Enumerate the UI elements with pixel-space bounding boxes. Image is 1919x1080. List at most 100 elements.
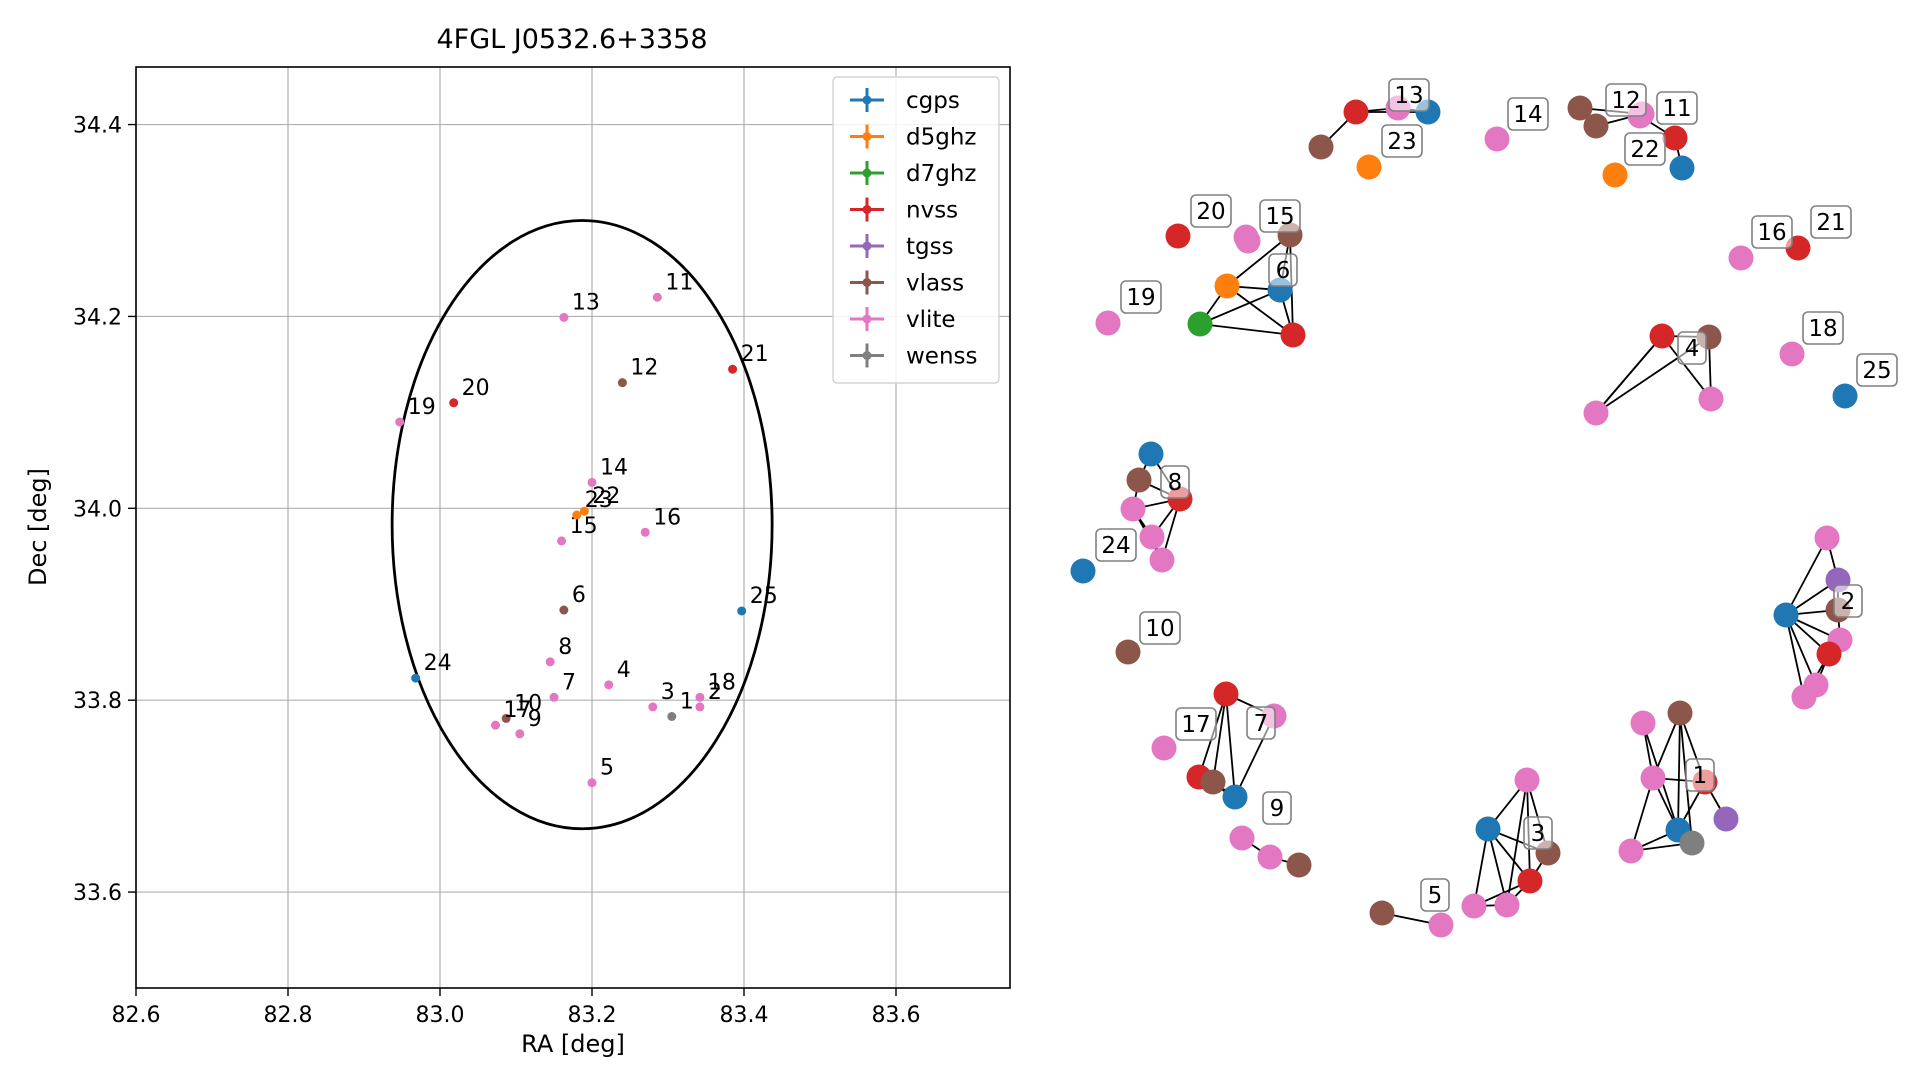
network-node xyxy=(1343,99,1369,125)
network-edge xyxy=(1677,712,1681,831)
network-label-box xyxy=(1685,758,1715,792)
legend-entry: d5ghz xyxy=(906,125,976,151)
source-point xyxy=(737,606,747,616)
legend: cgps d5ghz d7ghz nvss tgss vlass vlite wenss xyxy=(832,76,1000,384)
source-point-label: 7 xyxy=(562,670,576,695)
legend-entry: cgps xyxy=(906,88,960,114)
y-tick-label: 34.2 xyxy=(73,305,122,330)
network-node xyxy=(1679,830,1705,856)
source-point-label: 13 xyxy=(572,290,600,315)
network-edge xyxy=(1225,693,1236,798)
network-cluster-label: 25 xyxy=(1862,358,1891,384)
x-tick-label: 83.0 xyxy=(416,1003,465,1028)
network-node xyxy=(1149,547,1175,573)
legend-marker-dot xyxy=(862,278,872,287)
network-label-box xyxy=(1388,78,1430,112)
source-point-label: 6 xyxy=(572,583,586,608)
network-node xyxy=(1461,893,1487,919)
network-edge xyxy=(1785,614,1817,686)
x-tick-label: 83.2 xyxy=(568,1003,617,1028)
network-label-box xyxy=(1605,83,1647,117)
network-cluster-label: 10 xyxy=(1145,616,1174,642)
source-point-label: 11 xyxy=(665,270,693,295)
network-cluster-label: 13 xyxy=(1394,83,1423,109)
network-node xyxy=(1222,784,1248,810)
network-node xyxy=(1583,113,1609,139)
network-node xyxy=(1356,154,1382,180)
network-node xyxy=(1514,767,1540,793)
legend-entry: tgss xyxy=(906,234,954,260)
network-cluster-label: 21 xyxy=(1816,210,1845,236)
plot-area-frame xyxy=(135,66,1011,989)
x-tick-label: 83.6 xyxy=(872,1003,921,1028)
network-cluster-label: 20 xyxy=(1196,199,1225,225)
network-cluster-label: 18 xyxy=(1808,316,1837,342)
network-node xyxy=(1235,228,1261,254)
network-edge xyxy=(1226,234,1291,287)
network-cluster-label: 14 xyxy=(1513,102,1542,128)
network-node xyxy=(1126,467,1152,493)
source-point-label: 20 xyxy=(462,376,490,401)
network-label-box xyxy=(1420,878,1450,912)
y-tick-label: 34.0 xyxy=(73,497,122,522)
source-point-label: 21 xyxy=(741,342,769,367)
network-cluster-label: 16 xyxy=(1757,220,1786,246)
network-node xyxy=(1213,681,1239,707)
network-label-box xyxy=(1246,706,1276,740)
network-label-box xyxy=(1802,311,1844,345)
network-edge xyxy=(1199,289,1281,325)
network-label-box xyxy=(1262,791,1292,825)
legend-marker-dot xyxy=(862,314,872,324)
legend-marker-dot xyxy=(862,351,872,360)
source-point xyxy=(490,720,500,730)
network-node xyxy=(1484,126,1510,152)
network-cluster-label: 9 xyxy=(1270,796,1285,822)
source-point-label: 4 xyxy=(617,658,631,683)
network-label-box xyxy=(1624,132,1666,166)
source-point xyxy=(449,398,459,408)
network-node xyxy=(1070,558,1096,584)
y-axis-label: Dec [deg] xyxy=(24,468,52,586)
network-label-box xyxy=(1139,611,1181,645)
network-edge xyxy=(1506,779,1528,906)
network-label-box xyxy=(1095,528,1137,562)
axis-ticks: 82.6 82.8 83.0 83.2 83.4 83.6 33.6 33.8 34.0 34.2… xyxy=(73,114,920,1028)
network-nodes xyxy=(1070,95,1858,938)
network-node xyxy=(1165,223,1191,249)
network-node xyxy=(1257,844,1283,870)
network-node xyxy=(1713,806,1739,832)
network-cluster-label: 19 xyxy=(1126,285,1155,311)
network-node xyxy=(1286,852,1312,878)
network-node xyxy=(1280,322,1306,348)
network-node xyxy=(1200,769,1226,795)
error-ellipse xyxy=(390,219,774,831)
network-cluster-label: 2 xyxy=(1841,589,1856,615)
source-point-label: 14 xyxy=(600,455,628,480)
network-label-box xyxy=(1677,331,1707,365)
network-node xyxy=(1773,602,1799,628)
network-node xyxy=(1138,441,1164,467)
source-point-label: 18 xyxy=(708,670,736,695)
network-node xyxy=(1602,162,1628,188)
network-node xyxy=(1494,892,1520,918)
network-cluster-label: 15 xyxy=(1265,204,1294,230)
network-node xyxy=(1214,273,1240,299)
network-node xyxy=(1475,816,1501,842)
network-edge xyxy=(1630,777,1654,852)
source-point-label: 16 xyxy=(653,505,681,530)
network-cluster-label: 24 xyxy=(1101,533,1130,559)
source-point-label: 24 xyxy=(424,651,452,676)
network-label-box xyxy=(1120,280,1162,314)
source-point-label: 22 xyxy=(592,484,620,509)
legend-entry: nvss xyxy=(906,198,958,224)
x-tick-label: 82.8 xyxy=(264,1003,313,1028)
network-node xyxy=(1630,710,1656,736)
source-point xyxy=(587,477,597,487)
network-node xyxy=(1814,525,1840,551)
source-point xyxy=(572,510,582,520)
x-tick-label: 83.4 xyxy=(720,1003,769,1028)
network-cluster-label: 4 xyxy=(1685,336,1700,362)
x-tick-label: 82.6 xyxy=(112,1003,161,1028)
